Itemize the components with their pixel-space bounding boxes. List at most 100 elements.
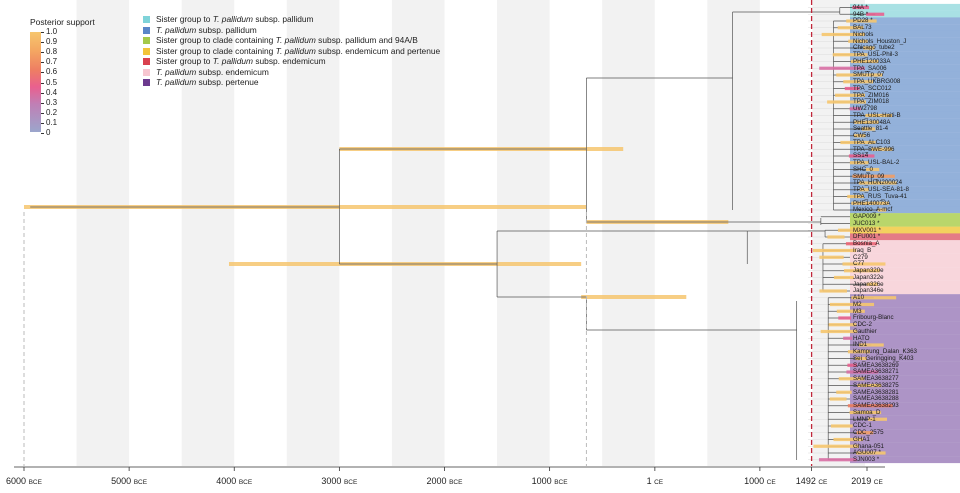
x-axis-tick-label: 2000 BCE bbox=[427, 476, 463, 486]
leaf-label: SAMEA3638281 bbox=[853, 388, 899, 396]
clade-band bbox=[850, 105, 960, 113]
clade-suffix: subsp. pertenue bbox=[196, 77, 259, 87]
leaf-label: TPA_USL-Haiti-B bbox=[853, 111, 901, 119]
x-axis-tick-label: 6000 BCE bbox=[6, 476, 42, 486]
tip-hpd-bar bbox=[866, 12, 885, 16]
leaf-label: UW2798 bbox=[853, 105, 878, 113]
leaf-label: TPA_SA006 bbox=[853, 64, 887, 72]
tip-hpd-bar bbox=[847, 363, 857, 367]
tip-hpd-bar bbox=[858, 181, 897, 185]
leaf-label: DFU001 * bbox=[853, 233, 881, 241]
tip-hpd-bar bbox=[846, 370, 879, 374]
leaf-label: 94B * bbox=[853, 10, 869, 18]
clade-prefix: Sister group to clade containing bbox=[156, 35, 276, 45]
leaf-label: PD28 * bbox=[853, 17, 873, 25]
tip-hpd-bar bbox=[840, 140, 876, 145]
tick-number: 1000 bbox=[744, 476, 765, 486]
clade-band bbox=[850, 206, 960, 214]
clade-band bbox=[850, 381, 960, 389]
tip-hpd-bar bbox=[830, 424, 853, 428]
clade-band bbox=[850, 321, 960, 329]
clade-band bbox=[850, 138, 960, 146]
clade-band bbox=[850, 3, 960, 11]
leaf-label: GAP009 * bbox=[853, 213, 881, 221]
clade-suffix: subsp. pallidum bbox=[253, 14, 314, 24]
tick-era: BCE bbox=[133, 479, 148, 486]
leaf-label: Japan346e bbox=[853, 287, 884, 295]
tick-number: 5000 bbox=[111, 476, 132, 486]
tip-hpd-bar bbox=[828, 323, 857, 327]
clade-band bbox=[850, 240, 960, 248]
clade-band bbox=[850, 314, 960, 322]
tip-hpd-bar bbox=[843, 269, 880, 273]
leaf-label: BAL73 bbox=[853, 24, 872, 32]
clade-band bbox=[850, 260, 960, 268]
clade-band bbox=[850, 402, 960, 410]
leaf-label: MXV001 * bbox=[853, 226, 881, 234]
clade-band bbox=[850, 300, 960, 308]
tip-hpd-bar bbox=[849, 107, 861, 111]
leaf-label: TPA_ZIM018 bbox=[853, 98, 889, 106]
leaf-label: Nichols bbox=[853, 30, 874, 38]
tip-hpd-bar bbox=[847, 350, 870, 354]
clade-species: T. pallidum bbox=[156, 24, 197, 35]
clade-band bbox=[850, 287, 960, 295]
clade-species: T. pallidum bbox=[156, 77, 197, 87]
leaf-label: TPA_USL-Phil-3 bbox=[853, 51, 898, 59]
clade-prefix: Sister group to bbox=[156, 56, 213, 66]
tick-era: BCE bbox=[449, 479, 463, 486]
tip-hpd-bar bbox=[846, 19, 877, 23]
tip-hpd-bar bbox=[854, 120, 879, 124]
leaf-label: TPA_USL-BAL-2 bbox=[853, 159, 900, 167]
tip-hpd-bar bbox=[835, 93, 865, 97]
tip-hpd-bar bbox=[812, 248, 857, 253]
leaf-label: TPA_ZIM016 bbox=[853, 91, 889, 99]
clade-band bbox=[850, 280, 960, 288]
clade-band bbox=[850, 186, 960, 194]
tip-hpd-bar bbox=[836, 309, 865, 313]
year-band bbox=[391, 0, 445, 466]
clade-band bbox=[850, 435, 960, 443]
clade-species: T. pallidum bbox=[156, 66, 197, 77]
clade-band bbox=[850, 165, 960, 173]
clade-band bbox=[850, 172, 960, 180]
x-axis-tick-label: 1000 BCE bbox=[532, 476, 568, 486]
clade-band bbox=[850, 71, 960, 79]
clade-prefix: Sister group to bbox=[156, 14, 213, 24]
tip-hpd-bar bbox=[838, 377, 865, 381]
tip-hpd-bar bbox=[856, 431, 874, 435]
clade-prefix: Sister group to clade containing bbox=[156, 45, 276, 56]
clade-band bbox=[850, 422, 960, 430]
leaf-label: CDC-2 bbox=[853, 321, 872, 329]
leaf-label: Japan326e bbox=[853, 280, 884, 288]
posterior-support-colorbar bbox=[30, 32, 41, 132]
leaf-label: Fribourg-Blanc bbox=[853, 314, 894, 322]
clade-band bbox=[850, 348, 960, 356]
clade-band bbox=[850, 37, 960, 45]
tick-number: 1 bbox=[646, 476, 652, 486]
clade-band bbox=[850, 213, 960, 221]
tick-number: 1492 bbox=[795, 476, 816, 486]
tip-hpd-bar bbox=[837, 228, 883, 232]
clade-band bbox=[850, 307, 960, 315]
clade-band bbox=[850, 375, 960, 383]
clade-swatch bbox=[143, 68, 150, 76]
leaf-label: TPA_SCC012 bbox=[853, 84, 892, 92]
tick-number: 4000 bbox=[216, 476, 237, 486]
clade-band bbox=[850, 57, 960, 65]
x-axis-tick-label: 1492 CE bbox=[796, 476, 828, 486]
clade-swatch bbox=[143, 47, 150, 55]
clade-swatch bbox=[143, 58, 150, 65]
clade-band bbox=[850, 91, 960, 99]
clade-band bbox=[850, 17, 960, 25]
clade-band bbox=[850, 233, 960, 241]
tip-hpd-bar bbox=[865, 113, 893, 118]
clade-band bbox=[850, 361, 960, 369]
leaf-label: M2 bbox=[853, 300, 862, 308]
clade-band bbox=[850, 199, 960, 207]
clade-band bbox=[850, 267, 960, 275]
tip-hpd-bar bbox=[820, 329, 858, 334]
clade-band bbox=[850, 253, 960, 261]
tip-hpd-bar bbox=[852, 174, 895, 178]
